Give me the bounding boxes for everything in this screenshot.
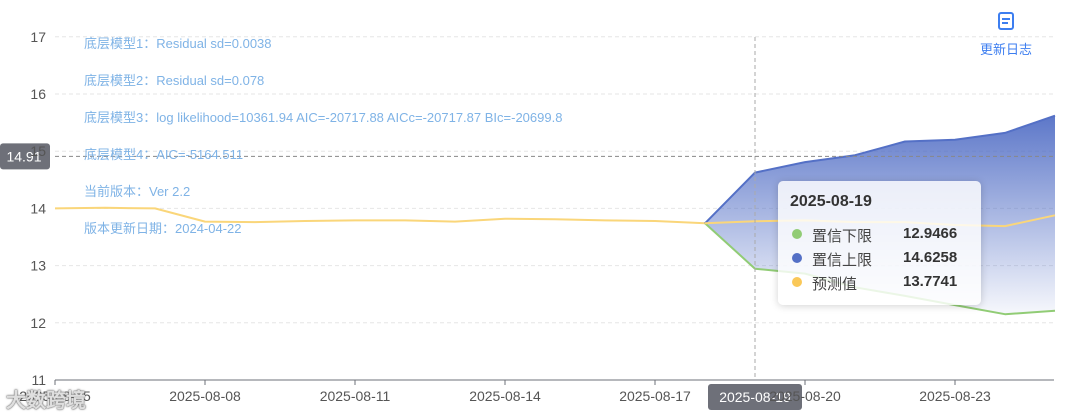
model-info-line: 底层模型1：Residual sd=0.0038 (84, 36, 272, 51)
axis-pointer: 14.91 2025-08-19 (0, 37, 1054, 410)
tooltip-row-lower: 置信下限 12.9466 (790, 223, 975, 245)
model-info-line: 版本更新日期：2024-04-22 (84, 221, 242, 236)
legend-dot-lower (792, 229, 802, 239)
y-tick-label: 17 (30, 29, 46, 45)
upper-bound-line (704, 114, 1056, 225)
legend-dot-upper (792, 253, 802, 263)
tooltip-title: 2025-08-19 (790, 193, 872, 210)
y-tick-label: 12 (30, 315, 46, 331)
x-tick-label: 2025-08-14 (469, 388, 541, 404)
tooltip-row-upper: 置信上限 14.6258 (790, 247, 975, 269)
pointer-x-label-box (708, 384, 802, 410)
tooltip-value-forecast: 13.7741 (903, 273, 958, 290)
update-log-label: 更新日志 (980, 42, 1033, 57)
tooltip-label-lower: 置信下限 (812, 228, 873, 245)
tooltip-value-upper: 14.6258 (903, 249, 958, 266)
model-info-line: 当前版本：Ver 2.2 (84, 184, 191, 199)
tooltip-label-forecast: 预测值 (812, 276, 858, 293)
tooltip-value-lower: 12.9466 (903, 225, 958, 242)
update-log-button[interactable]: 更新日志 (978, 10, 1040, 58)
model-info-line: 底层模型3：log likelihood=10361.94 AIC=-20717… (84, 110, 563, 125)
axes: 11 12 13 14 15 16 17 2025-08-05 2025-08-08 2025-0… (19, 29, 1054, 404)
x-tick-label: 2025-08-23 (919, 388, 991, 404)
pointer-y-label-box (0, 143, 50, 170)
y-tick-label: 13 (30, 258, 46, 274)
grid-lines (55, 36, 1054, 324)
y-tick-label: 11 (31, 372, 46, 388)
pointer-x-label: 2025-08-19 (719, 389, 791, 405)
y-tick-label: 14 (30, 200, 46, 216)
model-info-line: 底层模型4：AIC=-5164.511 (84, 147, 244, 162)
tooltip: 2025-08-19 置信下限 12.9466 置信上限 14.6258 预测值… (778, 181, 981, 305)
x-tick-label: 2025-08-11 (320, 388, 391, 404)
watermark: 大数跨境 (6, 390, 86, 412)
legend-dot-forecast (792, 277, 802, 287)
x-tick-label: 2025-08-17 (619, 388, 691, 404)
tooltip-label-upper: 置信上限 (812, 252, 873, 269)
x-tick-label: 2025-08-05 (19, 388, 91, 404)
x-tick-label: 2025-08-08 (169, 388, 241, 404)
history-line (54, 206, 706, 225)
tooltip-row-forecast: 预测值 13.7741 (790, 271, 975, 293)
pointer-y-label: 14.91 (6, 148, 41, 164)
document-icon (998, 12, 1014, 30)
y-tick-label: 15 (30, 143, 46, 159)
x-tick-label: 2025-08-20 (769, 388, 841, 404)
y-tick-label: 16 (30, 86, 46, 102)
model-info-line: 底层模型2：Residual sd=0.078 (84, 73, 265, 88)
